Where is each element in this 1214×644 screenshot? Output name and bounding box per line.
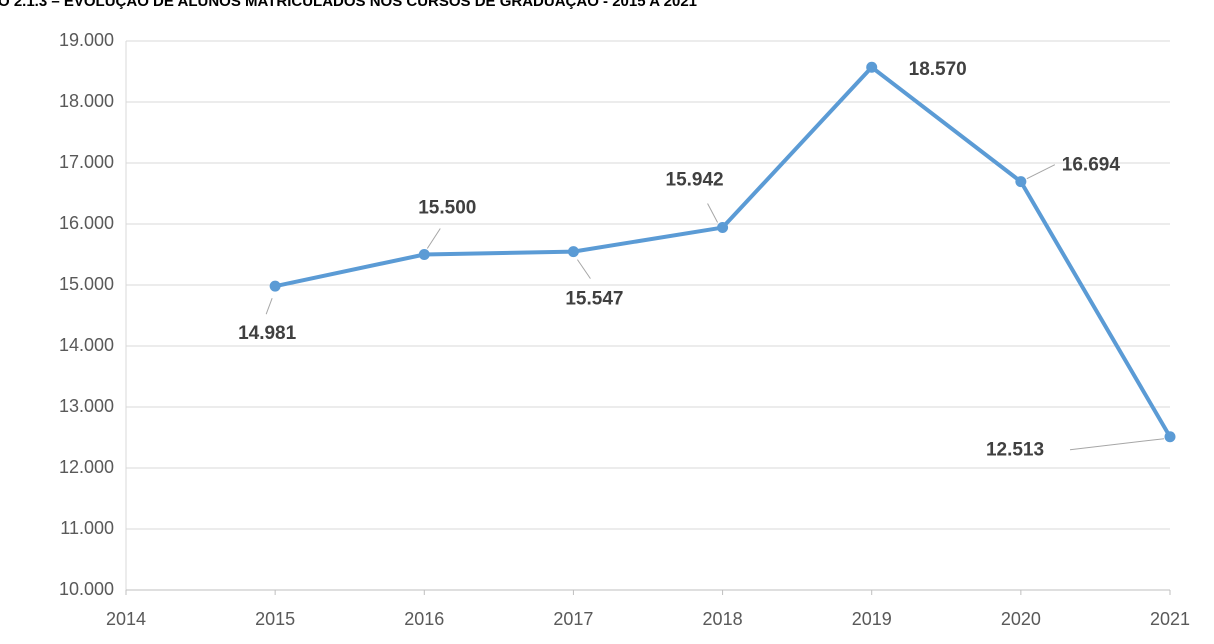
y-tick-label: 11.000 xyxy=(60,518,114,538)
leader-line xyxy=(426,228,441,249)
x-tick-label: 2021 xyxy=(1150,609,1190,629)
x-tick-label: 2016 xyxy=(404,609,444,629)
x-tick-label: 2019 xyxy=(852,609,892,629)
marker xyxy=(567,246,579,258)
leader-line xyxy=(1026,164,1056,180)
marker xyxy=(866,61,878,73)
data-label: 15.942 xyxy=(666,170,724,191)
y-tick-label: 13.000 xyxy=(59,396,114,416)
x-tick-label: 2017 xyxy=(553,609,593,629)
y-tick-label: 18.000 xyxy=(59,91,114,111)
data-label: 16.694 xyxy=(1062,155,1121,176)
data-label: 18.570 xyxy=(909,59,967,80)
data-label: 15.500 xyxy=(418,198,476,219)
marker xyxy=(269,280,281,292)
y-tick-label: 12.000 xyxy=(59,457,114,477)
line xyxy=(274,65,1172,438)
y-tick-label: 15.000 xyxy=(59,274,114,294)
leader-line xyxy=(1069,438,1165,451)
data-label: 12.513 xyxy=(986,440,1044,461)
leader-line xyxy=(265,297,273,315)
x-tick-label: 2020 xyxy=(1001,609,1041,629)
x-tick-label: 2018 xyxy=(703,609,743,629)
data-label: 15.547 xyxy=(565,289,623,310)
marker xyxy=(418,249,430,260)
y-tick-label: 16.000 xyxy=(59,213,114,233)
marker xyxy=(717,222,729,234)
leader-line xyxy=(577,259,591,279)
y-tick-label: 14.000 xyxy=(59,335,114,355)
x-tick-label: 2014 xyxy=(106,609,146,629)
data-label: 14.981 xyxy=(238,323,297,344)
y-tick-label: 17.000 xyxy=(59,152,114,172)
chart-title: O 2.1.3 – EVOLUÇÃO DE ALUNOS MATRICULADO… xyxy=(0,0,697,10)
x-tick-label: 2015 xyxy=(255,609,295,629)
y-tick-label: 10.000 xyxy=(59,579,114,599)
marker xyxy=(1015,176,1027,188)
marker xyxy=(1164,431,1176,443)
leader-line xyxy=(707,203,719,223)
y-tick-label: 19.000 xyxy=(59,30,114,50)
